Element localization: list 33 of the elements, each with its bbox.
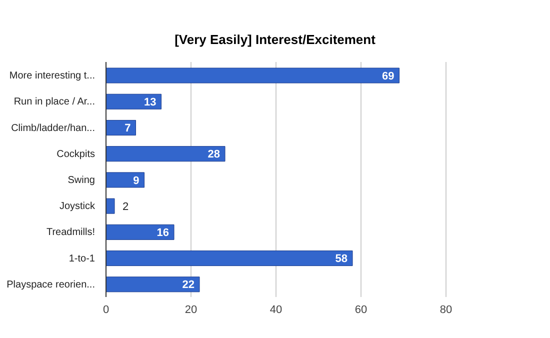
data-label: 28	[208, 148, 220, 161]
data-label: 13	[144, 96, 156, 108]
bar	[106, 276, 200, 292]
y-tick-label: More interesting t...	[9, 70, 95, 82]
data-label: 9	[133, 174, 140, 187]
y-tick-label: Treadmills!	[46, 227, 95, 238]
data-label: 7	[124, 122, 131, 135]
bar	[106, 198, 115, 214]
y-tick-label: Swing	[68, 175, 95, 186]
y-tick-label: Run in place / Ar...	[14, 96, 95, 108]
x-tick-label: 0	[102, 304, 110, 316]
x-tick-label: 40	[270, 304, 282, 316]
bar	[106, 250, 353, 266]
bar	[106, 94, 162, 110]
x-tick-label: 60	[354, 304, 368, 316]
bar	[106, 224, 174, 240]
data-label: 22	[182, 279, 194, 292]
bar	[106, 172, 144, 188]
chart-title: [Very Easily] Interest/Excitement	[174, 32, 376, 47]
bar	[106, 120, 136, 136]
data-label: 16	[156, 227, 169, 240]
data-label: 2	[122, 200, 129, 213]
y-tick-label: Climb/ladder/han...	[11, 122, 95, 134]
y-tick-label: Joystick	[59, 201, 96, 212]
y-tick-label: 1-to-1	[68, 253, 96, 264]
y-tick-label: Playspace reorien...	[6, 279, 95, 290]
data-label: 69	[382, 70, 394, 82]
x-tick-label: 20	[184, 304, 198, 316]
y-tick-label: Cockpits	[56, 148, 95, 160]
x-tick-label: 80	[440, 304, 452, 316]
data-label: 58	[335, 253, 348, 266]
bar	[106, 146, 226, 162]
bar	[106, 68, 400, 84]
